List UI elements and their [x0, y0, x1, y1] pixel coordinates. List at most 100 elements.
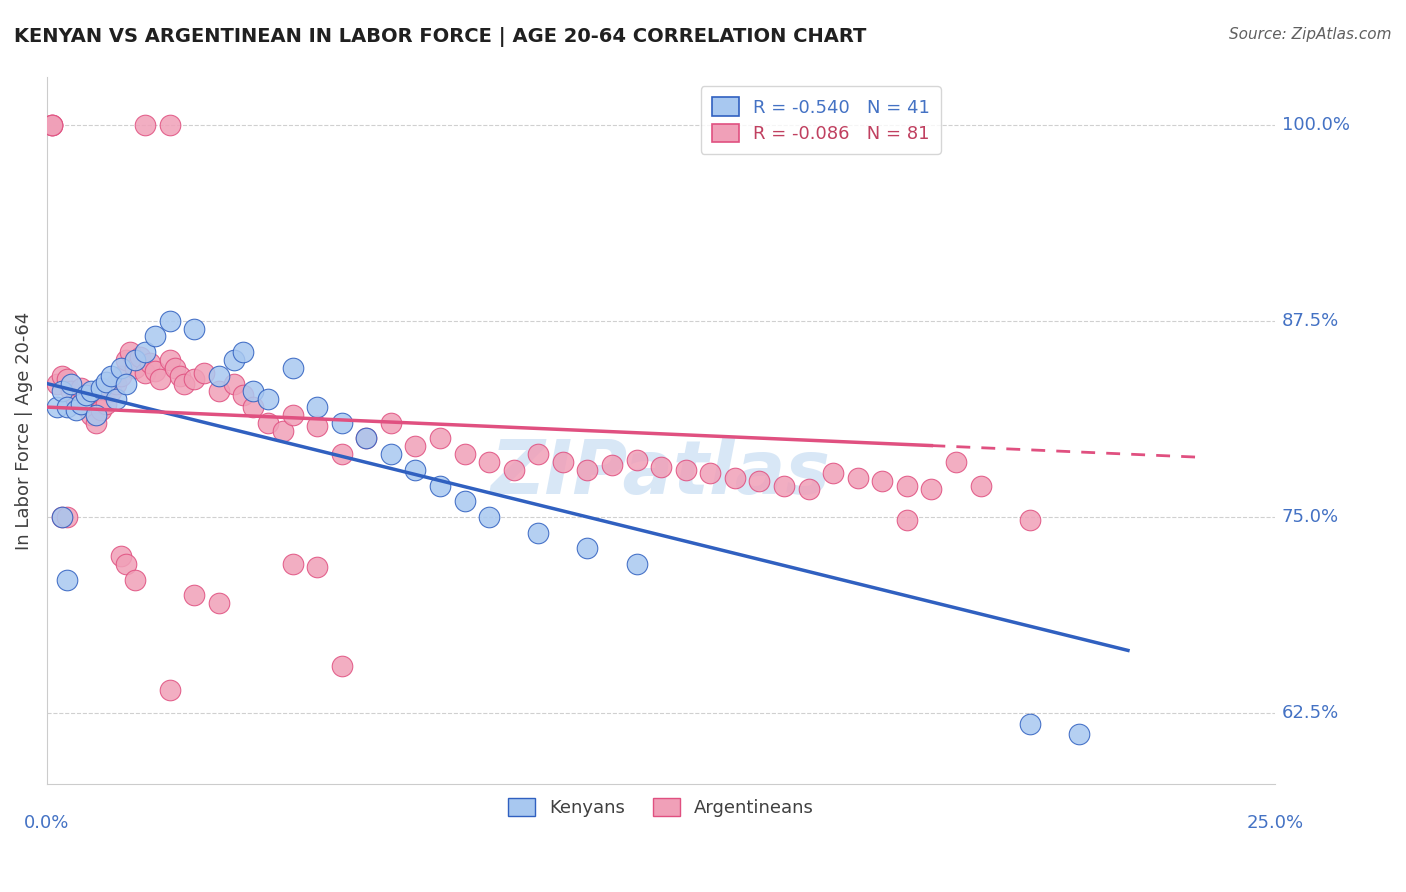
Point: [232, 345, 254, 359]
Point: [380, 416, 402, 430]
Point: [94, 375, 117, 389]
Point: [84, 408, 107, 422]
Point: [124, 573, 146, 587]
Point: [281, 360, 304, 375]
Point: [330, 416, 353, 430]
Point: [183, 372, 205, 386]
Point: [222, 353, 245, 368]
Point: [675, 463, 697, 477]
Point: [90, 403, 112, 417]
Point: [271, 424, 294, 438]
Point: [527, 447, 550, 461]
Point: [104, 392, 127, 407]
Text: KENYAN VS ARGENTINEAN IN LABOR FORCE | AGE 20-64 CORRELATION CHART: KENYAN VS ARGENTINEAN IN LABOR FORCE | A…: [14, 27, 866, 46]
Point: [257, 392, 280, 407]
Point: [183, 321, 205, 335]
Point: [159, 314, 181, 328]
Point: [242, 400, 264, 414]
Point: [110, 360, 132, 375]
Point: [846, 471, 869, 485]
Point: [94, 397, 117, 411]
Point: [134, 118, 156, 132]
Point: [169, 368, 191, 383]
Point: [159, 353, 181, 368]
Point: [114, 376, 136, 391]
Point: [281, 408, 304, 422]
Point: [183, 589, 205, 603]
Point: [356, 432, 378, 446]
Point: [143, 364, 166, 378]
Point: [626, 453, 648, 467]
Y-axis label: In Labor Force | Age 20-64: In Labor Force | Age 20-64: [15, 311, 32, 549]
Point: [65, 392, 87, 407]
Point: [870, 474, 893, 488]
Point: [90, 381, 112, 395]
Point: [232, 387, 254, 401]
Point: [281, 557, 304, 571]
Point: [75, 387, 97, 401]
Point: [502, 463, 524, 477]
Point: [134, 366, 156, 380]
Point: [124, 360, 146, 375]
Text: Source: ZipAtlas.com: Source: ZipAtlas.com: [1229, 27, 1392, 42]
Point: [134, 345, 156, 359]
Point: [307, 419, 329, 434]
Legend: Kenyans, Argentineans: Kenyans, Argentineans: [501, 790, 821, 824]
Point: [797, 482, 820, 496]
Point: [51, 368, 73, 383]
Point: [823, 466, 845, 480]
Point: [242, 384, 264, 399]
Point: [143, 329, 166, 343]
Point: [100, 368, 122, 383]
Point: [45, 376, 67, 391]
Point: [404, 463, 426, 477]
Point: [307, 400, 329, 414]
Point: [969, 478, 991, 492]
Point: [120, 345, 142, 359]
Text: 100.0%: 100.0%: [1281, 116, 1350, 134]
Point: [330, 659, 353, 673]
Point: [1018, 717, 1040, 731]
Point: [110, 368, 132, 383]
Point: [551, 455, 574, 469]
Point: [626, 557, 648, 571]
Point: [208, 368, 231, 383]
Point: [576, 463, 599, 477]
Point: [110, 549, 132, 564]
Point: [527, 525, 550, 540]
Point: [124, 353, 146, 368]
Point: [51, 510, 73, 524]
Point: [159, 118, 181, 132]
Point: [193, 366, 215, 380]
Point: [60, 376, 83, 391]
Point: [650, 459, 672, 474]
Point: [149, 372, 172, 386]
Text: ZIPatlas: ZIPatlas: [491, 436, 831, 509]
Point: [65, 403, 87, 417]
Point: [129, 350, 152, 364]
Point: [70, 397, 93, 411]
Point: [1018, 513, 1040, 527]
Point: [453, 447, 475, 461]
Point: [453, 494, 475, 508]
Point: [576, 541, 599, 556]
Point: [429, 432, 451, 446]
Point: [330, 447, 353, 461]
Point: [222, 376, 245, 391]
Point: [159, 682, 181, 697]
Point: [75, 400, 97, 414]
Point: [307, 560, 329, 574]
Text: 0.0%: 0.0%: [24, 814, 69, 832]
Point: [139, 356, 162, 370]
Point: [114, 353, 136, 368]
Point: [773, 478, 796, 492]
Point: [41, 118, 63, 132]
Point: [55, 400, 77, 414]
Point: [100, 384, 122, 399]
Point: [257, 416, 280, 430]
Text: 75.0%: 75.0%: [1281, 508, 1339, 526]
Point: [429, 478, 451, 492]
Point: [84, 416, 107, 430]
Point: [920, 482, 942, 496]
Point: [80, 408, 103, 422]
